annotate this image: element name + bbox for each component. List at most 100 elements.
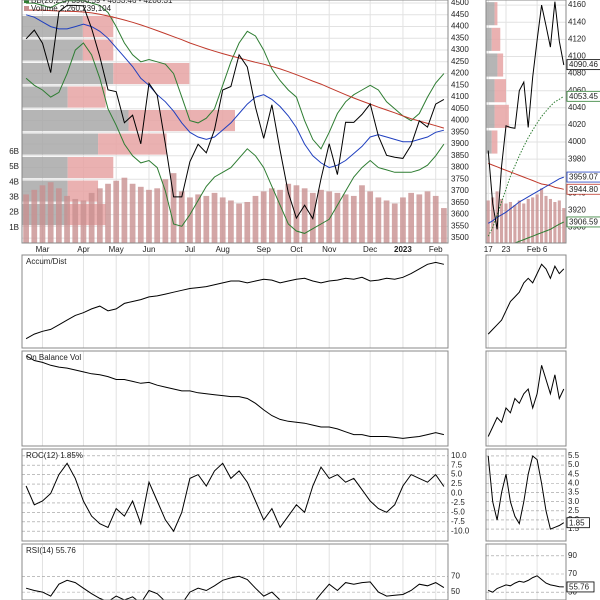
series-line (25, 4, 445, 220)
series-line (26, 0, 445, 150)
volume-bar (517, 200, 521, 243)
y-tick-label: 70 (568, 569, 577, 578)
value-tag-label: 55.76 (569, 583, 590, 592)
volume-bar (557, 200, 561, 243)
panel-title: Accum/Dist (26, 257, 67, 266)
volume-bar (80, 200, 87, 243)
y-tick-label: 3700 (451, 186, 469, 195)
volume-bar (367, 191, 374, 243)
panel (486, 544, 566, 600)
volume-bar (400, 197, 406, 243)
y-tick-label: 4140 (568, 17, 586, 26)
volume-bar (162, 179, 169, 243)
volume-bar (203, 195, 210, 243)
panel (22, 0, 448, 243)
y-tick-label: 3750 (451, 174, 469, 183)
volume-bar (96, 188, 103, 243)
volume-by-price-up (22, 156, 68, 179)
volume-bar (359, 185, 365, 243)
x-tick-label: Jun (143, 245, 156, 254)
series-line (513, 221, 565, 243)
volume-bar (535, 194, 539, 243)
y-tick-label: 4450 (451, 10, 469, 19)
panel-frame (21, 254, 449, 349)
volume-bar (383, 200, 390, 243)
y-tick-label: -2.5 (451, 498, 465, 507)
panel (25, 255, 445, 348)
value-tag-box (566, 90, 600, 102)
volume-bar (154, 188, 161, 243)
volume-bar (178, 191, 185, 243)
legend-label: Volume 2,260,239,104 (31, 4, 112, 13)
value-tag-box (566, 517, 590, 529)
volume-bar (244, 201, 251, 243)
x-tick-label: May (109, 245, 124, 254)
volume-by-price-down (494, 104, 509, 128)
y-tick-label: 50 (451, 587, 460, 596)
panel-frame (21, 350, 449, 447)
volume-by-price-up (22, 86, 68, 108)
series-line (488, 162, 564, 190)
y-tick-label: 0.0 (451, 489, 463, 498)
volume-bar (113, 180, 120, 243)
y-tick-label: 4250 (451, 57, 469, 66)
volume-bar (562, 208, 566, 243)
volume-bar (64, 195, 70, 243)
volume-by-price-up (486, 79, 495, 103)
y-tick-label: 3500 (451, 233, 469, 242)
volume-bar (548, 198, 552, 243)
volume-tick-label: 4B (9, 177, 19, 186)
series-line (26, 9, 445, 129)
x-tick-label: Mar (36, 245, 50, 254)
y-tick-label: 3980 (568, 154, 586, 163)
volume-by-price-down (82, 15, 114, 38)
volume-bar (137, 186, 144, 243)
y-tick-label: 3950 (451, 127, 469, 136)
volume-by-price-down (67, 86, 106, 108)
value-tag-label: 3959.07 (569, 173, 598, 182)
y-tick-label: -5.0 (451, 507, 465, 516)
y-tick-label: 4100 (451, 92, 469, 101)
value-tag-label: 3906.59 (569, 218, 598, 227)
volume-bar (195, 194, 202, 243)
panel (486, 0, 566, 243)
volume-bar (441, 208, 447, 243)
series-line (487, 176, 564, 224)
volume-bar (432, 195, 439, 243)
y-tick-label: 4000 (568, 137, 586, 146)
y-tick-label: 4020 (568, 120, 586, 129)
y-tick-label: 4400 (451, 22, 469, 31)
panel (486, 449, 566, 541)
volume-bar (391, 203, 398, 243)
y-tick-label: 3920 (568, 206, 586, 215)
volume-bar (350, 195, 357, 243)
y-tick-label: 4500 (451, 0, 469, 7)
volume-by-price-up (22, 39, 83, 61)
volume-bar (219, 197, 226, 243)
volume-by-price-up (22, 109, 129, 132)
volume-bar (508, 201, 512, 243)
panel-frame (485, 350, 567, 447)
y-tick-label: 10.0 (451, 451, 467, 460)
series-line (487, 455, 565, 530)
volume-bar (129, 183, 136, 243)
volume-bar (342, 194, 349, 243)
volume-bar (531, 197, 535, 243)
series-line (25, 355, 445, 439)
legend-swatch (24, 0, 29, 3)
volume-bar (39, 185, 46, 243)
volume-bar (513, 205, 517, 243)
value-tag-label: 1.85 (569, 518, 585, 527)
panel-frame (21, 0, 449, 244)
y-tick-label: 5.5 (568, 451, 580, 460)
volume-bar (334, 192, 341, 243)
y-tick-label: -10.0 (451, 526, 470, 535)
volume-by-price-down (494, 2, 498, 26)
series-line (25, 42, 445, 234)
volume-bar (375, 197, 382, 243)
series-line (25, 462, 445, 533)
volume-bar (301, 188, 308, 243)
volume-bar (146, 189, 152, 243)
volume-bar (522, 203, 526, 243)
